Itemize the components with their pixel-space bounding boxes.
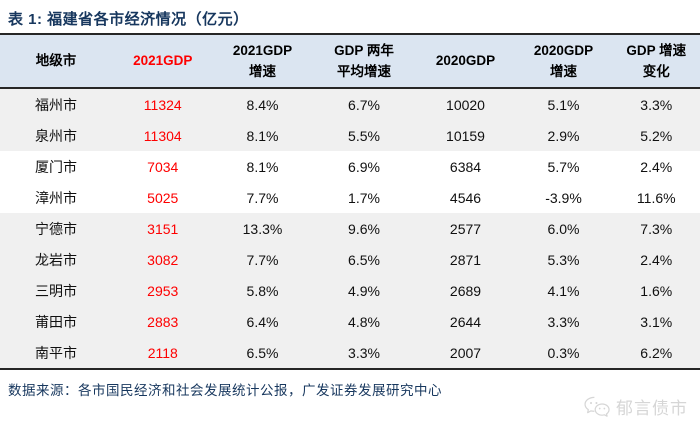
cell-city: 漳州市 <box>35 189 77 206</box>
cell-growth2020: 0.3% <box>547 344 580 361</box>
cell-growth2020: 2.9% <box>547 127 580 144</box>
cell-avg-growth: 4.9% <box>348 282 380 299</box>
watermark-label: 郁言债市 <box>616 399 688 418</box>
wechat-icon <box>583 395 611 418</box>
cell-city: 泉州市 <box>35 127 77 144</box>
cell-growth-change: 11.6% <box>636 189 676 206</box>
cell-growth2021: 6.4% <box>246 313 279 330</box>
header-row: 地级市 2021GDP 2021GDP 增速 GDP 两年 平均增速 2020GDP… <box>0 34 700 88</box>
cell-city: 福州市 <box>35 96 77 113</box>
table-row: 龙岩市 3082 7.7% 6.5% 2871 5.3% 2.4% <box>0 244 700 275</box>
cell-gdp2020: 10159 <box>446 127 485 144</box>
cell-avg-growth: 5.5% <box>348 127 380 144</box>
cell-gdp2021: 2883 <box>147 313 179 330</box>
header-gdp2020: 2020GDP <box>435 53 496 69</box>
table-row: 福州市 11324 8.4% 6.7% 10020 5.1% 3.3% <box>0 88 700 120</box>
cell-gdp2021: 2118 <box>147 344 178 361</box>
cell-growth2020: 3.3% <box>547 313 580 330</box>
cell-growth2020: 4.1% <box>547 282 580 299</box>
data-source-note: 数据来源：各市国民经济和社会发展统计公报，广发证券发展研究中心 <box>8 383 442 398</box>
cell-growth-change: 6.2% <box>640 344 673 361</box>
cell-gdp2020: 2577 <box>449 220 482 237</box>
cell-avg-growth: 1.7% <box>348 189 380 206</box>
cell-gdp2020: 2871 <box>449 251 482 268</box>
watermark: 郁言债市 <box>583 394 688 419</box>
cell-growth2021: 7.7% <box>246 189 279 206</box>
cell-growth-change: 5.2% <box>640 127 673 144</box>
cell-growth2020: -3.9% <box>545 189 582 206</box>
cell-gdp2020: 2689 <box>449 282 482 299</box>
cell-city: 南平市 <box>35 344 77 361</box>
cell-growth-change: 2.4% <box>640 158 673 175</box>
header-gdp2021: 2021GDP <box>112 34 214 88</box>
cell-growth2021: 6.5% <box>246 344 279 361</box>
cell-growth2021: 5.8% <box>246 282 279 299</box>
cell-avg-growth: 6.7% <box>348 96 380 113</box>
cell-growth-change: 3.3% <box>640 96 673 113</box>
cell-growth2021: 13.3% <box>242 220 283 237</box>
header-city: 地级市 <box>0 34 112 88</box>
cell-gdp2020: 2644 <box>449 313 482 330</box>
table-row: 莆田市 2883 6.4% 4.8% 2644 3.3% 3.1% <box>0 306 700 337</box>
table-row: 泉州市 11304 8.1% 5.5% 10159 2.9% 5.2% <box>0 120 700 151</box>
cell-growth-change: 2.4% <box>640 251 673 268</box>
cell-avg-growth: 6.5% <box>348 251 380 268</box>
cell-city: 莆田市 <box>35 313 77 330</box>
cell-avg-growth: 9.6% <box>348 220 380 237</box>
header-city-label: 地级市 <box>35 53 77 69</box>
header-growth2020: 2020GDP 增速 <box>533 42 594 79</box>
cell-gdp2021: 11304 <box>143 127 182 144</box>
gdp-table: 地级市 2021GDP 2021GDP 增速 GDP 两年 平均增速 2020GDP… <box>0 33 700 370</box>
cell-city: 三明市 <box>35 282 77 299</box>
cell-city: 龙岩市 <box>35 251 77 268</box>
cell-growth-change: 1.6% <box>640 282 673 299</box>
cell-gdp2021: 3082 <box>147 251 179 268</box>
header-growth-change: GDP 增速 变化 <box>626 42 687 79</box>
table-title: 表 1: 福建省各市经济情况（亿元） <box>8 11 249 28</box>
cell-growth2020: 5.3% <box>547 251 580 268</box>
cell-gdp2020: 4546 <box>449 189 482 206</box>
cell-city: 宁德市 <box>35 220 77 237</box>
cell-growth2021: 8.4% <box>246 96 279 113</box>
table-row: 厦门市 7034 8.1% 6.9% 6384 5.7% 2.4% <box>0 151 700 182</box>
cell-growth-change: 7.3% <box>640 220 673 237</box>
cell-city: 厦门市 <box>35 158 77 175</box>
cell-gdp2021: 2953 <box>147 282 179 299</box>
header-growth2021: 2021GDP 增速 <box>232 42 293 79</box>
cell-growth-change: 3.1% <box>640 313 673 330</box>
cell-growth2020: 6.0% <box>547 220 580 237</box>
cell-gdp2020: 6384 <box>449 158 482 175</box>
cell-growth2020: 5.1% <box>547 96 580 113</box>
cell-avg-growth: 3.3% <box>348 344 380 361</box>
cell-growth2021: 8.1% <box>246 127 279 144</box>
cell-gdp2021: 7034 <box>147 158 179 175</box>
cell-gdp2020: 10020 <box>446 96 485 113</box>
table-row: 南平市 2118 6.5% 3.3% 2007 0.3% 6.2% <box>0 337 700 369</box>
cell-gdp2021: 11324 <box>143 96 182 113</box>
header-gdp2021-label: 2021GDP <box>133 53 193 69</box>
cell-growth2020: 5.7% <box>547 158 580 175</box>
table-row: 漳州市 5025 7.7% 1.7% 4546 -3.9% 11.6% <box>0 182 700 213</box>
cell-avg-growth: 4.8% <box>348 313 380 330</box>
table-row: 三明市 2953 5.8% 4.9% 2689 4.1% 1.6% <box>0 275 700 306</box>
table-row: 宁德市 3151 13.3% 9.6% 2577 6.0% 7.3% <box>0 213 700 244</box>
cell-gdp2021: 3151 <box>147 220 179 237</box>
header-avg-growth: GDP 两年 平均增速 <box>334 42 394 79</box>
cell-gdp2021: 5025 <box>147 189 179 206</box>
cell-growth2021: 7.7% <box>246 251 279 268</box>
cell-avg-growth: 6.9% <box>348 158 380 175</box>
cell-growth2021: 8.1% <box>246 158 279 175</box>
cell-gdp2020: 2007 <box>449 344 482 361</box>
